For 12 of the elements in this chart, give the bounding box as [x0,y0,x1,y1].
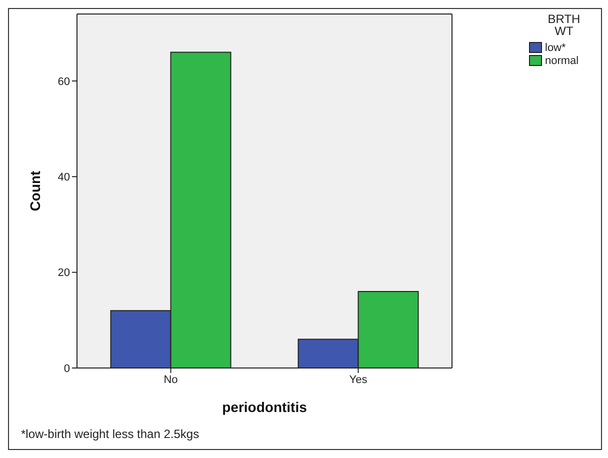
x-tick-label: Yes [349,374,368,386]
legend-title: BRTH WT [546,12,582,38]
y-tick-label: 60 [58,76,70,88]
x-axis-title: periodontitis [222,399,308,415]
y-tick-label: 40 [58,172,70,184]
text: *low-birth weight less than 2.5kgs [21,427,200,441]
y-tick-label: 0 [64,362,70,375]
legend-label: normal [545,54,579,66]
x-tick-label: No [164,374,178,386]
legend-label: low* [545,42,566,54]
y-axis-title: Count [26,170,43,212]
y-tick-label: 20 [58,267,70,280]
